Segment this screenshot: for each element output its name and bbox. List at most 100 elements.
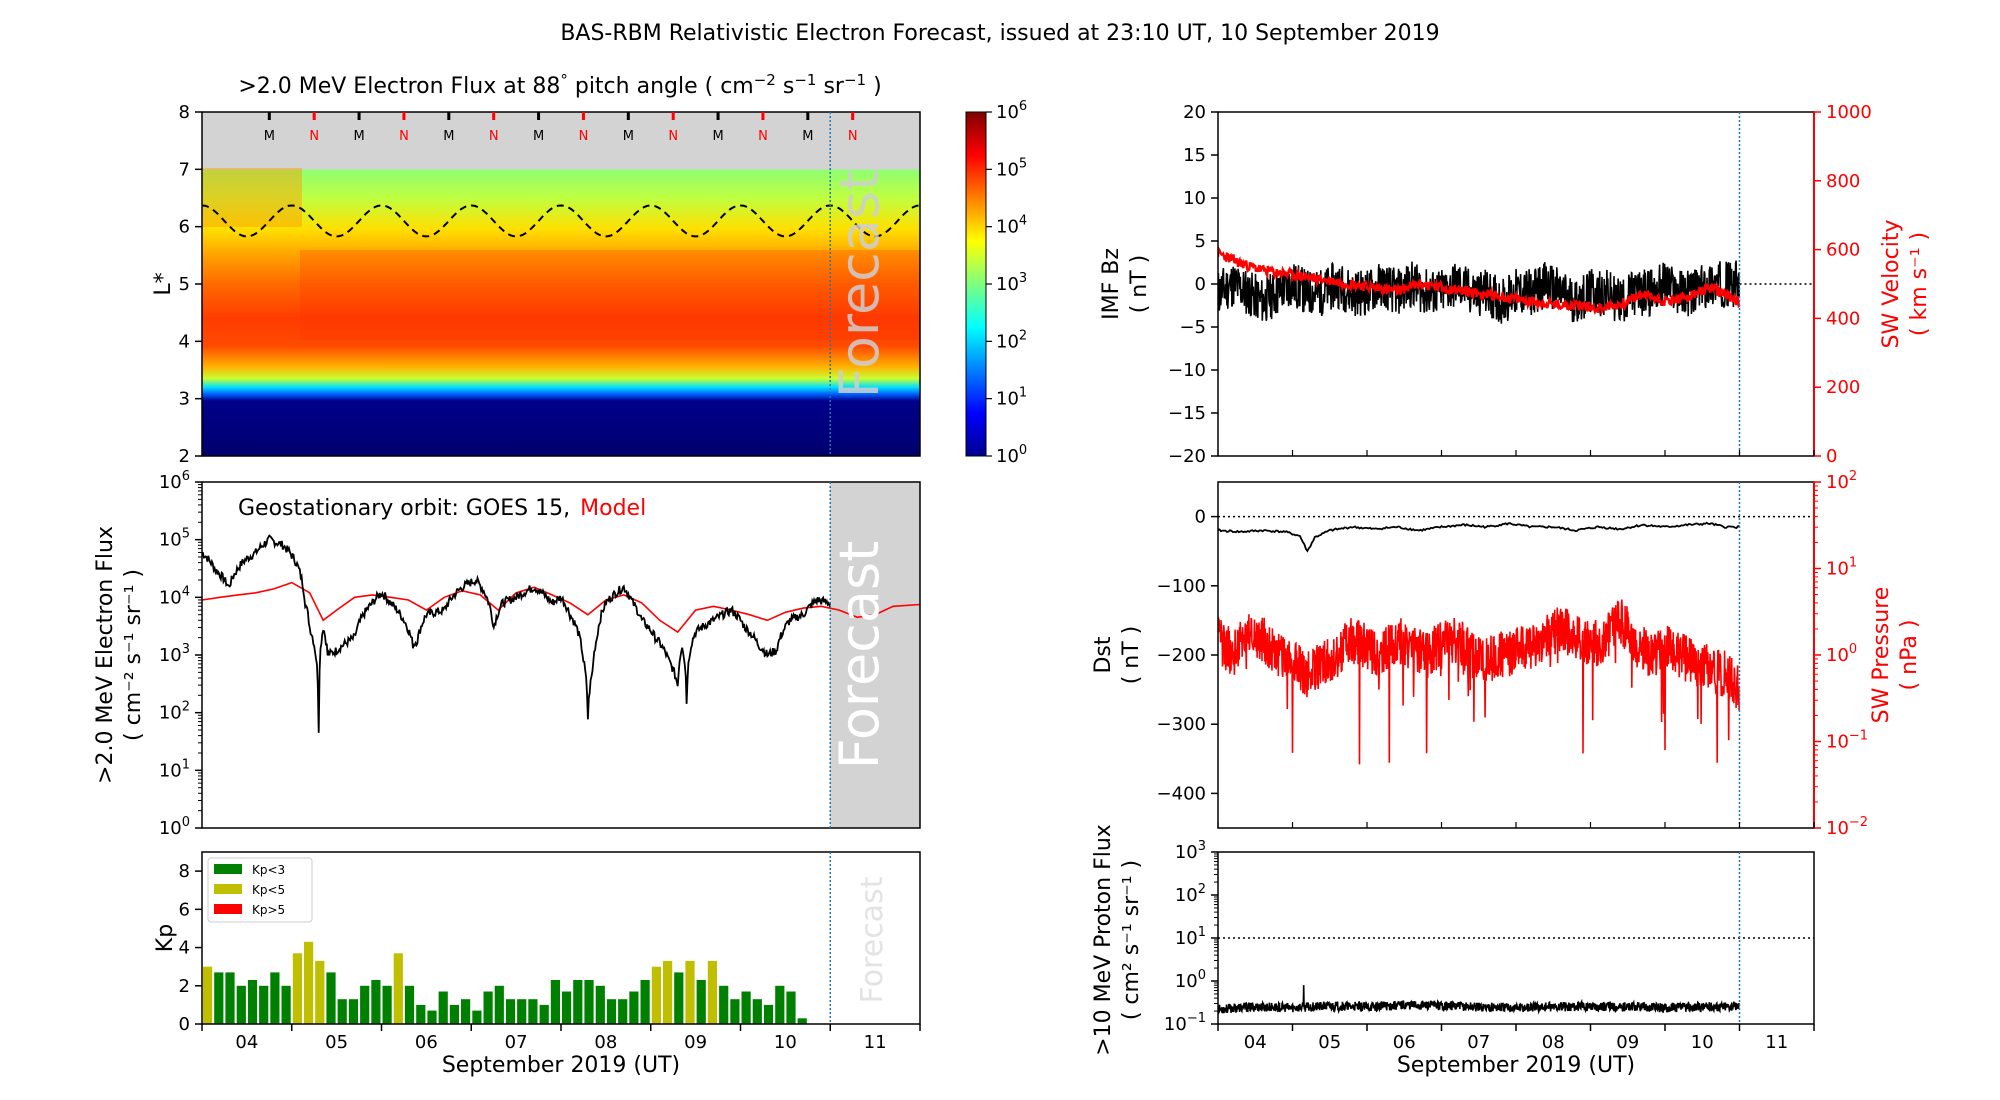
imf-ylabel-line2: ( nT ) bbox=[1127, 255, 1152, 314]
kp-xtick-label: 09 bbox=[684, 1032, 707, 1053]
kp-bar bbox=[292, 953, 302, 1024]
kp-bar bbox=[393, 953, 403, 1024]
kp-bar bbox=[741, 991, 751, 1024]
dst-x-ticks bbox=[1217, 822, 1815, 828]
sw-pressure-ytick-label: 102 bbox=[1826, 469, 1857, 493]
kp-panel: Forecast Kp<3 Kp<5 Kp>5 0 2 4 6 8 04 05 06 07 08… bbox=[153, 851, 921, 1078]
lstar-heatmap-field bbox=[202, 112, 920, 456]
sw-pressure-ytick-label: 101 bbox=[1826, 556, 1857, 580]
kp-bar bbox=[427, 1010, 437, 1024]
kp-bar bbox=[315, 960, 325, 1024]
kp-bar bbox=[663, 960, 673, 1024]
geo-axes-frame bbox=[201, 481, 921, 829]
sw-pressure-ylabel-line1: SW Pressure bbox=[1869, 587, 1894, 724]
geo-y-ticks: 100 101 102 103 104 105 106 bbox=[159, 469, 202, 839]
imf-ytick-label: 0 bbox=[1195, 274, 1206, 295]
geo-ytick-label: 105 bbox=[159, 527, 190, 551]
lstar-early-enhancement bbox=[202, 167, 302, 227]
proton-xtick-label: 07 bbox=[1467, 1032, 1490, 1053]
mn-label: M bbox=[443, 129, 454, 144]
mn-label: N bbox=[758, 129, 768, 144]
proton-ytick-label: 101 bbox=[1175, 925, 1206, 949]
kp-bar bbox=[584, 980, 594, 1024]
proton-ylabel-line1: >10 MeV Proton Flux bbox=[1091, 824, 1116, 1056]
imf-x-ticks bbox=[1217, 450, 1815, 456]
colorbar-tick-label: 104 bbox=[996, 214, 1027, 238]
sw-velocity-ytick-label: 800 bbox=[1826, 171, 1860, 192]
proton-ytick-label: 103 bbox=[1175, 839, 1206, 863]
mn-label: N bbox=[309, 129, 319, 144]
kp-bar bbox=[562, 991, 572, 1024]
proton-panel: 10−1 100 101 102 103 04 05 06 07 08 09 10 11 >10 Me… bbox=[1091, 824, 1815, 1078]
imf-bz-line bbox=[1218, 260, 1740, 324]
kp-bar bbox=[640, 980, 650, 1024]
geo-annotation: Geostationary orbit: GOES 15, Model bbox=[238, 496, 646, 521]
mn-label: M bbox=[264, 129, 275, 144]
lstar-ytick-label: 3 bbox=[179, 389, 190, 410]
kp-bar bbox=[606, 999, 617, 1024]
mn-label: N bbox=[668, 129, 678, 144]
dst-ytick-label: 0 bbox=[1195, 507, 1206, 528]
imf-ytick-label: −20 bbox=[1168, 446, 1206, 467]
geo-ytick-label: 100 bbox=[159, 815, 190, 839]
sw-velocity-ylabel-line1: SW Velocity bbox=[1879, 219, 1904, 348]
imf-ylabel-line1: IMF Bz bbox=[1099, 248, 1124, 320]
proton-ytick-label: 102 bbox=[1175, 882, 1206, 906]
lstar-ytick-label: 4 bbox=[179, 331, 190, 352]
kp-ytick-label: 0 bbox=[179, 1014, 190, 1035]
kp-bar bbox=[786, 991, 796, 1024]
mn-label: M bbox=[533, 129, 544, 144]
colorbar-tick-label: 105 bbox=[996, 156, 1027, 180]
lstar-last-closed-drift-shell bbox=[202, 204, 920, 238]
kp-bar bbox=[483, 991, 493, 1024]
geo-ylabel-line1: >2.0 MeV Electron Flux bbox=[93, 526, 118, 784]
dst-y-ticks: −400 −300 −200 −100 0 bbox=[1157, 507, 1218, 804]
lstar-ytick-label: 2 bbox=[179, 446, 190, 467]
kp-legend-lt3: Kp<3 bbox=[252, 863, 285, 877]
lstar-panel-title: >2.0 MeV Electron Flux at 88° pitch angl… bbox=[238, 71, 881, 99]
imf-panel: −20 −15 −10 −5 0 5 10 15 20 0 200 400 600 800 1000 IM… bbox=[1099, 102, 1932, 467]
kp-ytick-label: 6 bbox=[179, 899, 190, 920]
imf-ytick-label: −10 bbox=[1168, 360, 1206, 381]
geo-ytick-label: 101 bbox=[159, 757, 190, 781]
kp-bar bbox=[214, 972, 224, 1024]
kp-bar bbox=[472, 1010, 482, 1024]
kp-legend: Kp<3 Kp<5 Kp>5 bbox=[207, 857, 313, 923]
imf-ytick-label: −5 bbox=[1179, 317, 1206, 338]
sw-pressure-y-ticks: 10−2 10−1 100 101 102 bbox=[1813, 469, 1868, 839]
kp-bar bbox=[595, 985, 605, 1024]
imf-ytick-label: 10 bbox=[1183, 188, 1206, 209]
sw-velocity-ytick-label: 600 bbox=[1826, 240, 1860, 261]
proton-xtick-label: 09 bbox=[1616, 1032, 1639, 1053]
imf-ytick-label: 15 bbox=[1183, 145, 1206, 166]
dst-ytick-label: −100 bbox=[1157, 576, 1206, 597]
colorbar-tick-label: 103 bbox=[996, 271, 1027, 295]
kp-xtick-label: 08 bbox=[594, 1032, 617, 1053]
kp-bar bbox=[348, 999, 358, 1024]
lstar-core-band bbox=[300, 250, 920, 340]
kp-bar bbox=[539, 1004, 549, 1024]
kp-bar bbox=[707, 960, 717, 1024]
colorbar-tick-label: 101 bbox=[996, 386, 1027, 410]
dst-ylabel-line1: Dst bbox=[1091, 636, 1116, 673]
kp-bar bbox=[416, 1004, 426, 1024]
proton-xtick-label: 04 bbox=[1244, 1032, 1267, 1053]
kp-bar bbox=[730, 999, 740, 1024]
kp-bar bbox=[494, 985, 504, 1024]
geo-ytick-label: 104 bbox=[159, 584, 190, 608]
kp-ylabel: Kp bbox=[153, 924, 178, 952]
dst-ytick-label: −400 bbox=[1157, 783, 1206, 804]
imf-ytick-label: 20 bbox=[1183, 102, 1206, 123]
proton-flux-line bbox=[1218, 985, 1740, 1015]
mn-label: N bbox=[489, 129, 499, 144]
kp-bar bbox=[461, 999, 471, 1024]
kp-bar bbox=[225, 972, 235, 1024]
mn-label: M bbox=[712, 129, 723, 144]
kp-bar bbox=[382, 985, 392, 1024]
geo-goes-line bbox=[202, 534, 832, 733]
sw-velocity-ytick-label: 1000 bbox=[1826, 102, 1872, 123]
mn-label: M bbox=[353, 129, 364, 144]
kp-xlabel: September 2019 (UT) bbox=[442, 1053, 680, 1078]
kp-bar bbox=[371, 980, 381, 1024]
